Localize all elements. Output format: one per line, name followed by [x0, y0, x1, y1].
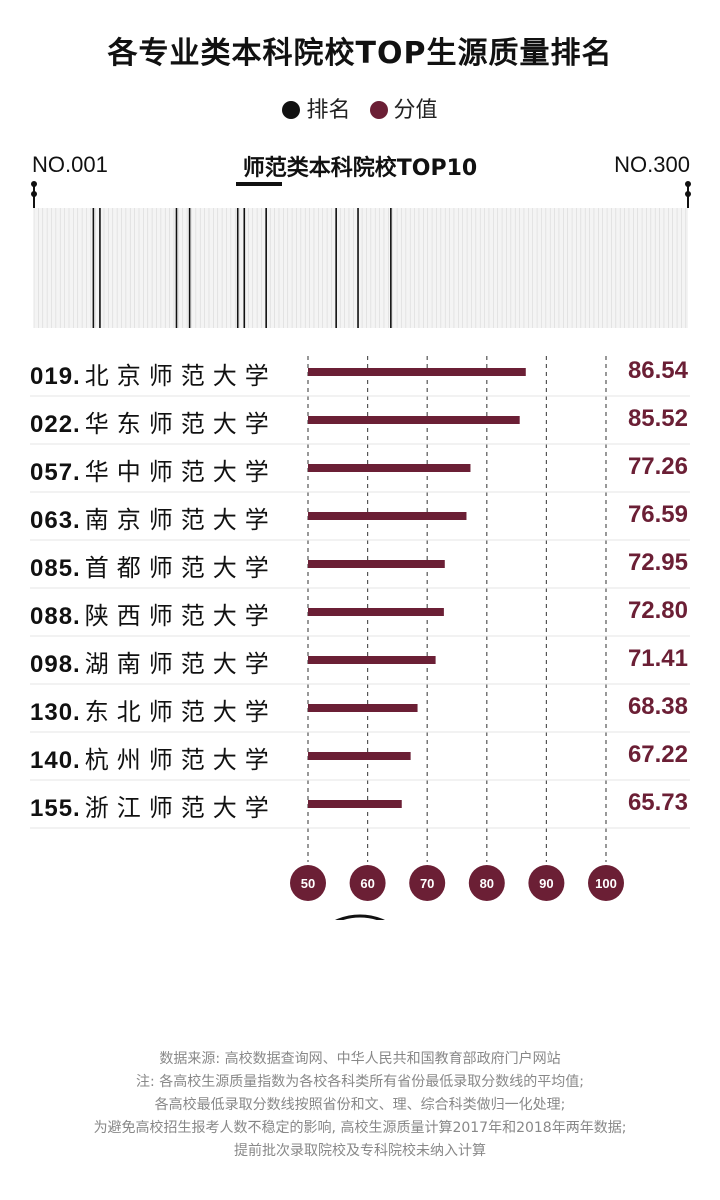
category-label: 浙江师范大学 [84, 794, 277, 822]
category-label: 陕西师范大学 [84, 602, 277, 630]
rank-strip-background [34, 208, 688, 328]
x-tick-label: 50 [301, 876, 315, 891]
rank-start-dot [31, 191, 37, 197]
row-label: 088. 陕西师范大学 [30, 596, 277, 631]
legend-item-rank: 排名 [282, 98, 351, 123]
chart-title-underline [236, 182, 282, 186]
legend-label-value: 分值 [393, 98, 438, 123]
value-label: 72.95 [627, 549, 688, 576]
rank-end-dot [685, 191, 691, 197]
rank-label: 130. [30, 699, 81, 726]
rank-label: 022. [30, 411, 81, 438]
x-tick-label: 70 [420, 876, 434, 891]
category-label: 首都师范大学 [84, 554, 277, 582]
value-label: 68.38 [627, 693, 688, 720]
footnote-line: 注: 各高校生源质量指数为各校各科类所有省份最低录取分数线的平均值; [136, 1074, 584, 1090]
bar [308, 416, 520, 424]
x-tick-badge [468, 865, 505, 901]
row-label: 022. 华东师范大学 [30, 404, 277, 439]
row-label: 085. 首都师范大学 [30, 548, 277, 583]
value-label: 77.26 [627, 453, 688, 480]
bar [308, 704, 418, 712]
value-label: 65.73 [627, 789, 688, 816]
value-label: 85.52 [627, 405, 688, 432]
footnote-line: 为避免高校招生报考人数不稳定的影响, 高校生源质量计算2017年和2018年两年… [93, 1120, 627, 1136]
bar [308, 752, 411, 760]
footnote-line: 各高校最低录取分数线按照省份和文、理、综合科类做归一化处理; [154, 1097, 566, 1113]
legend-dot-rank [282, 101, 301, 119]
x-tick-badge [349, 865, 386, 901]
category-label: 杭州师范大学 [84, 746, 277, 774]
value-label: 86.54 [627, 357, 688, 384]
category-label: 东北师范大学 [84, 698, 277, 726]
rank-start-label: NO.001 [32, 152, 108, 177]
bar [308, 368, 526, 376]
footnote-line: 数据来源: 高校数据查询网、中华人民共和国教育部政府门户网站 [159, 1051, 561, 1067]
value-label: 67.22 [627, 741, 688, 768]
chart: 5060708090100THE RISING新一线 [30, 181, 691, 920]
footnote-line: 提前批次录取院校及专科院校未纳入计算 [234, 1143, 486, 1159]
value-label: 71.41 [627, 645, 688, 672]
rank-label: 140. [30, 747, 81, 774]
row-label: 057. 华中师范大学 [30, 452, 277, 487]
category-label: 华东师范大学 [84, 410, 277, 438]
value-label: 72.80 [627, 597, 688, 624]
x-tick-badge [528, 865, 565, 901]
x-tick-label: 60 [360, 876, 374, 891]
bar [308, 464, 471, 472]
rank-label: 098. [30, 651, 81, 678]
category-label: 南京师范大学 [84, 506, 277, 534]
row-label: 063. 南京师范大学 [30, 500, 277, 535]
chart-title: 师范类本科院校TOP10 [242, 156, 478, 181]
logo-circle [335, 914, 385, 920]
legend-dot-value [369, 101, 388, 119]
bar [308, 608, 444, 616]
row-label: 155. 浙江师范大学 [30, 788, 277, 823]
rank-label: 085. [30, 555, 81, 582]
page-title: 各专业类本科院校TOP生源质量排名 [107, 36, 613, 71]
bar [308, 656, 436, 664]
rank-label: 063. [30, 507, 81, 534]
rank-start-dot [31, 181, 37, 187]
row-label: 130. 东北师范大学 [30, 692, 277, 727]
x-tick-label: 100 [595, 876, 617, 891]
value-label: 76.59 [627, 501, 688, 528]
rank-end-dot [685, 181, 691, 187]
category-label: 华中师范大学 [84, 458, 277, 486]
x-tick-badge [290, 865, 326, 901]
legend-label-rank: 排名 [306, 98, 351, 123]
x-tick-label: 80 [480, 876, 494, 891]
row-label: 098. 湖南师范大学 [30, 644, 277, 679]
x-tick-badge [409, 865, 446, 901]
x-tick-label: 90 [539, 876, 553, 891]
legend-item-value: 分值 [369, 98, 438, 123]
bar [308, 512, 467, 520]
bar [308, 800, 402, 808]
rank-label: 019. [30, 363, 81, 390]
row-label: 140. 杭州师范大学 [30, 740, 277, 775]
bar [308, 560, 445, 568]
x-tick-badge [588, 865, 624, 901]
rank-label: 155. [30, 795, 81, 822]
footnotes: 数据来源: 高校数据查询网、中华人民共和国教育部政府门户网站 注: 各高校生源质… [0, 1048, 720, 1163]
rank-label: 057. [30, 459, 81, 486]
category-label: 湖南师范大学 [84, 650, 277, 678]
row-label: 019. 北京师范大学 [30, 356, 277, 391]
legend: 排名 分值 [0, 92, 720, 124]
category-label: 北京师范大学 [84, 362, 277, 390]
rank-end-label: NO.300 [614, 152, 690, 177]
rank-label: 088. [30, 603, 81, 630]
